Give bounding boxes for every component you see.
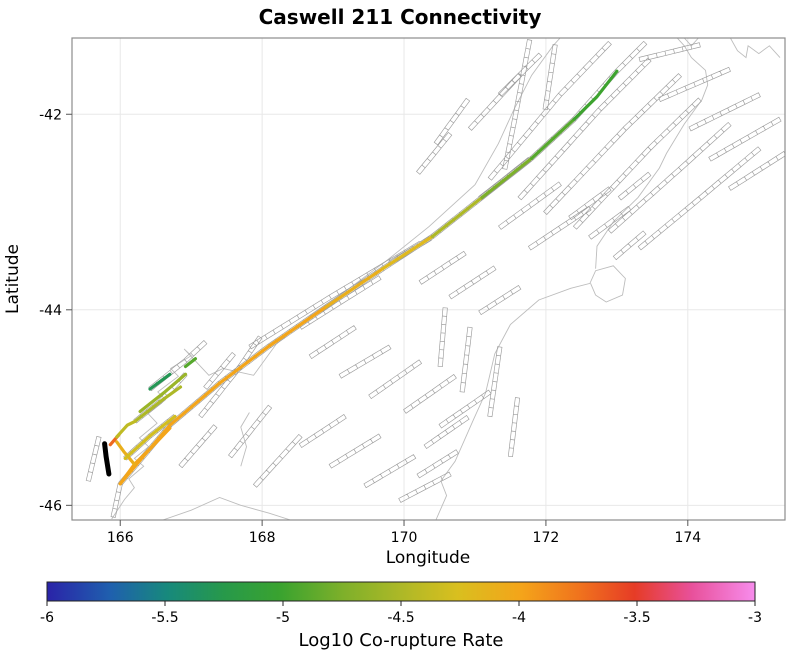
coastline-trace	[162, 497, 291, 520]
colorbar-ticks: -6 -5.5 -5 -4.5 -4 -3.5 -3	[40, 601, 762, 626]
coastline-trace	[730, 38, 781, 59]
co-rupture-segment	[324, 267, 385, 309]
colorbar-tick-label: -5	[276, 610, 290, 626]
coastline-trace	[111, 38, 561, 520]
co-rupture-segments-layer	[108, 69, 619, 486]
chart-title: Caswell 211 Connectivity	[259, 5, 542, 29]
y-tick-label: -44	[39, 303, 62, 319]
colorbar-tick-label: -5.5	[151, 610, 178, 626]
co-rupture-segment	[138, 372, 188, 414]
plot-area: 166 168 170 172 174 -42 -44 -46	[39, 37, 786, 546]
x-tick-label: 172	[533, 530, 560, 546]
co-rupture-segment	[480, 156, 534, 199]
co-rupture-segment	[115, 440, 136, 466]
co-rupture-segment	[218, 305, 328, 385]
colorbar: -6 -5.5 -5 -4.5 -4 -3.5 -3 Log10 Co-rupture Ra…	[40, 581, 762, 651]
colorbar-tick-label: -4	[512, 610, 526, 626]
co-rupture-segment	[148, 372, 172, 391]
y-axis-label: Latitude	[3, 244, 23, 314]
gridlines-layer	[72, 38, 785, 520]
coastline-trace	[595, 38, 709, 269]
co-rupture-segment	[530, 117, 576, 160]
x-tick-label: 166	[107, 530, 134, 546]
colorbar-tick-label: -4.5	[387, 610, 414, 626]
x-axis-ticks: 166 168 170 172 174	[107, 520, 701, 546]
coastline-layer	[111, 38, 781, 520]
y-axis-ticks: -42 -44 -46	[39, 107, 72, 514]
co-rupture-segment	[133, 385, 183, 423]
source-fault-layer	[102, 441, 112, 477]
colorbar-gradient	[46, 581, 756, 602]
x-tick-label: 168	[249, 530, 276, 546]
co-rupture-segment	[118, 426, 172, 486]
fault-subsection-rectangles	[85, 39, 785, 518]
source-fault-trace	[102, 441, 112, 477]
x-tick-label: 174	[674, 530, 701, 546]
co-rupture-segment	[183, 357, 197, 369]
colorbar-tick-label: -3.5	[623, 610, 650, 626]
co-rupture-segment	[115, 419, 137, 439]
co-rupture-segment	[123, 414, 177, 460]
y-tick-label: -46	[39, 498, 62, 514]
co-rupture-segment	[430, 195, 484, 239]
co-rupture-segment	[381, 234, 434, 271]
colorbar-tick-label: -6	[40, 610, 54, 626]
coastline-trace	[435, 265, 626, 520]
x-axis-label: Longitude	[386, 548, 471, 568]
colorbar-label: Log10 Co-rupture Rate	[299, 630, 504, 651]
colorbar-tick-label: -3	[748, 610, 762, 626]
coastline-trace	[240, 412, 250, 467]
co-rupture-segment	[572, 69, 619, 121]
co-rupture-segment	[118, 381, 222, 486]
coastline-trace	[683, 38, 699, 47]
plot-frame	[71, 37, 786, 521]
fault-traces-layer	[85, 39, 785, 518]
y-tick-label: -42	[39, 107, 62, 123]
x-tick-label: 170	[391, 530, 418, 546]
